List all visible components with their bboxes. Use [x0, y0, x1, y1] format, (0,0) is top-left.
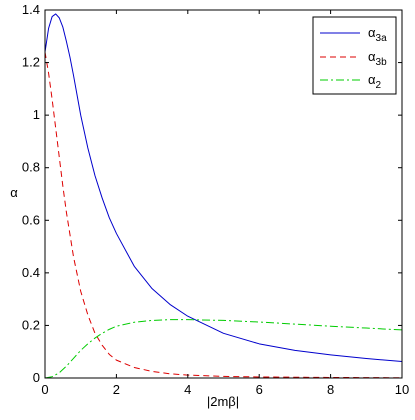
series-line-alpha-3a: [44, 13, 403, 362]
x-tick-label-4: 8: [327, 382, 334, 397]
plot-frame: [44, 9, 403, 379]
legend: α3a α3b α2: [312, 16, 397, 95]
legend-label-alpha-3b: α3b: [368, 49, 387, 68]
x-axis-label: |2mβ|: [207, 394, 239, 409]
y-tick-label-2: 0.4: [22, 265, 40, 280]
y-tick-label-7: 1.4: [22, 2, 40, 17]
legend-label-alpha-3a: α3a: [368, 25, 387, 44]
y-axis-label: α: [10, 185, 18, 200]
y-tick-label-4: 0.8: [22, 160, 40, 175]
legend-label-alpha-3b-base: α: [368, 49, 376, 64]
x-tick-label-2: 4: [184, 382, 191, 397]
tick-layer: 0 2 4 6 8 10 0 0.2 0.4 0.6 0.8 1 1.2 1.4: [22, 2, 409, 397]
legend-box: [312, 16, 397, 95]
y-tick-label-0: 0: [33, 370, 40, 385]
legend-label-alpha-2-base: α: [368, 72, 376, 87]
legend-label-alpha-3a-base: α: [368, 25, 376, 40]
legend-label-alpha-2-sub: 2: [376, 80, 382, 91]
y-tick-label-6: 1.2: [22, 55, 40, 70]
x-tick-label-1: 2: [113, 382, 120, 397]
legend-label-alpha-3a-sub: 3a: [376, 33, 388, 44]
y-tick-label-1: 0.2: [22, 317, 40, 332]
x-tick-label-3: 6: [256, 382, 263, 397]
series-line-alpha-3b: [44, 51, 403, 379]
x-tick-label-0: 0: [41, 382, 48, 397]
legend-label-alpha-2: α2: [368, 72, 382, 91]
x-tick-label-5: 10: [395, 382, 409, 397]
series-line-alpha-2: [44, 319, 403, 379]
y-tick-label-5: 1: [33, 107, 40, 122]
y-tick-label-3: 0.6: [22, 212, 40, 227]
series-layer: [44, 13, 403, 379]
legend-label-alpha-3b-sub: 3b: [376, 57, 388, 68]
